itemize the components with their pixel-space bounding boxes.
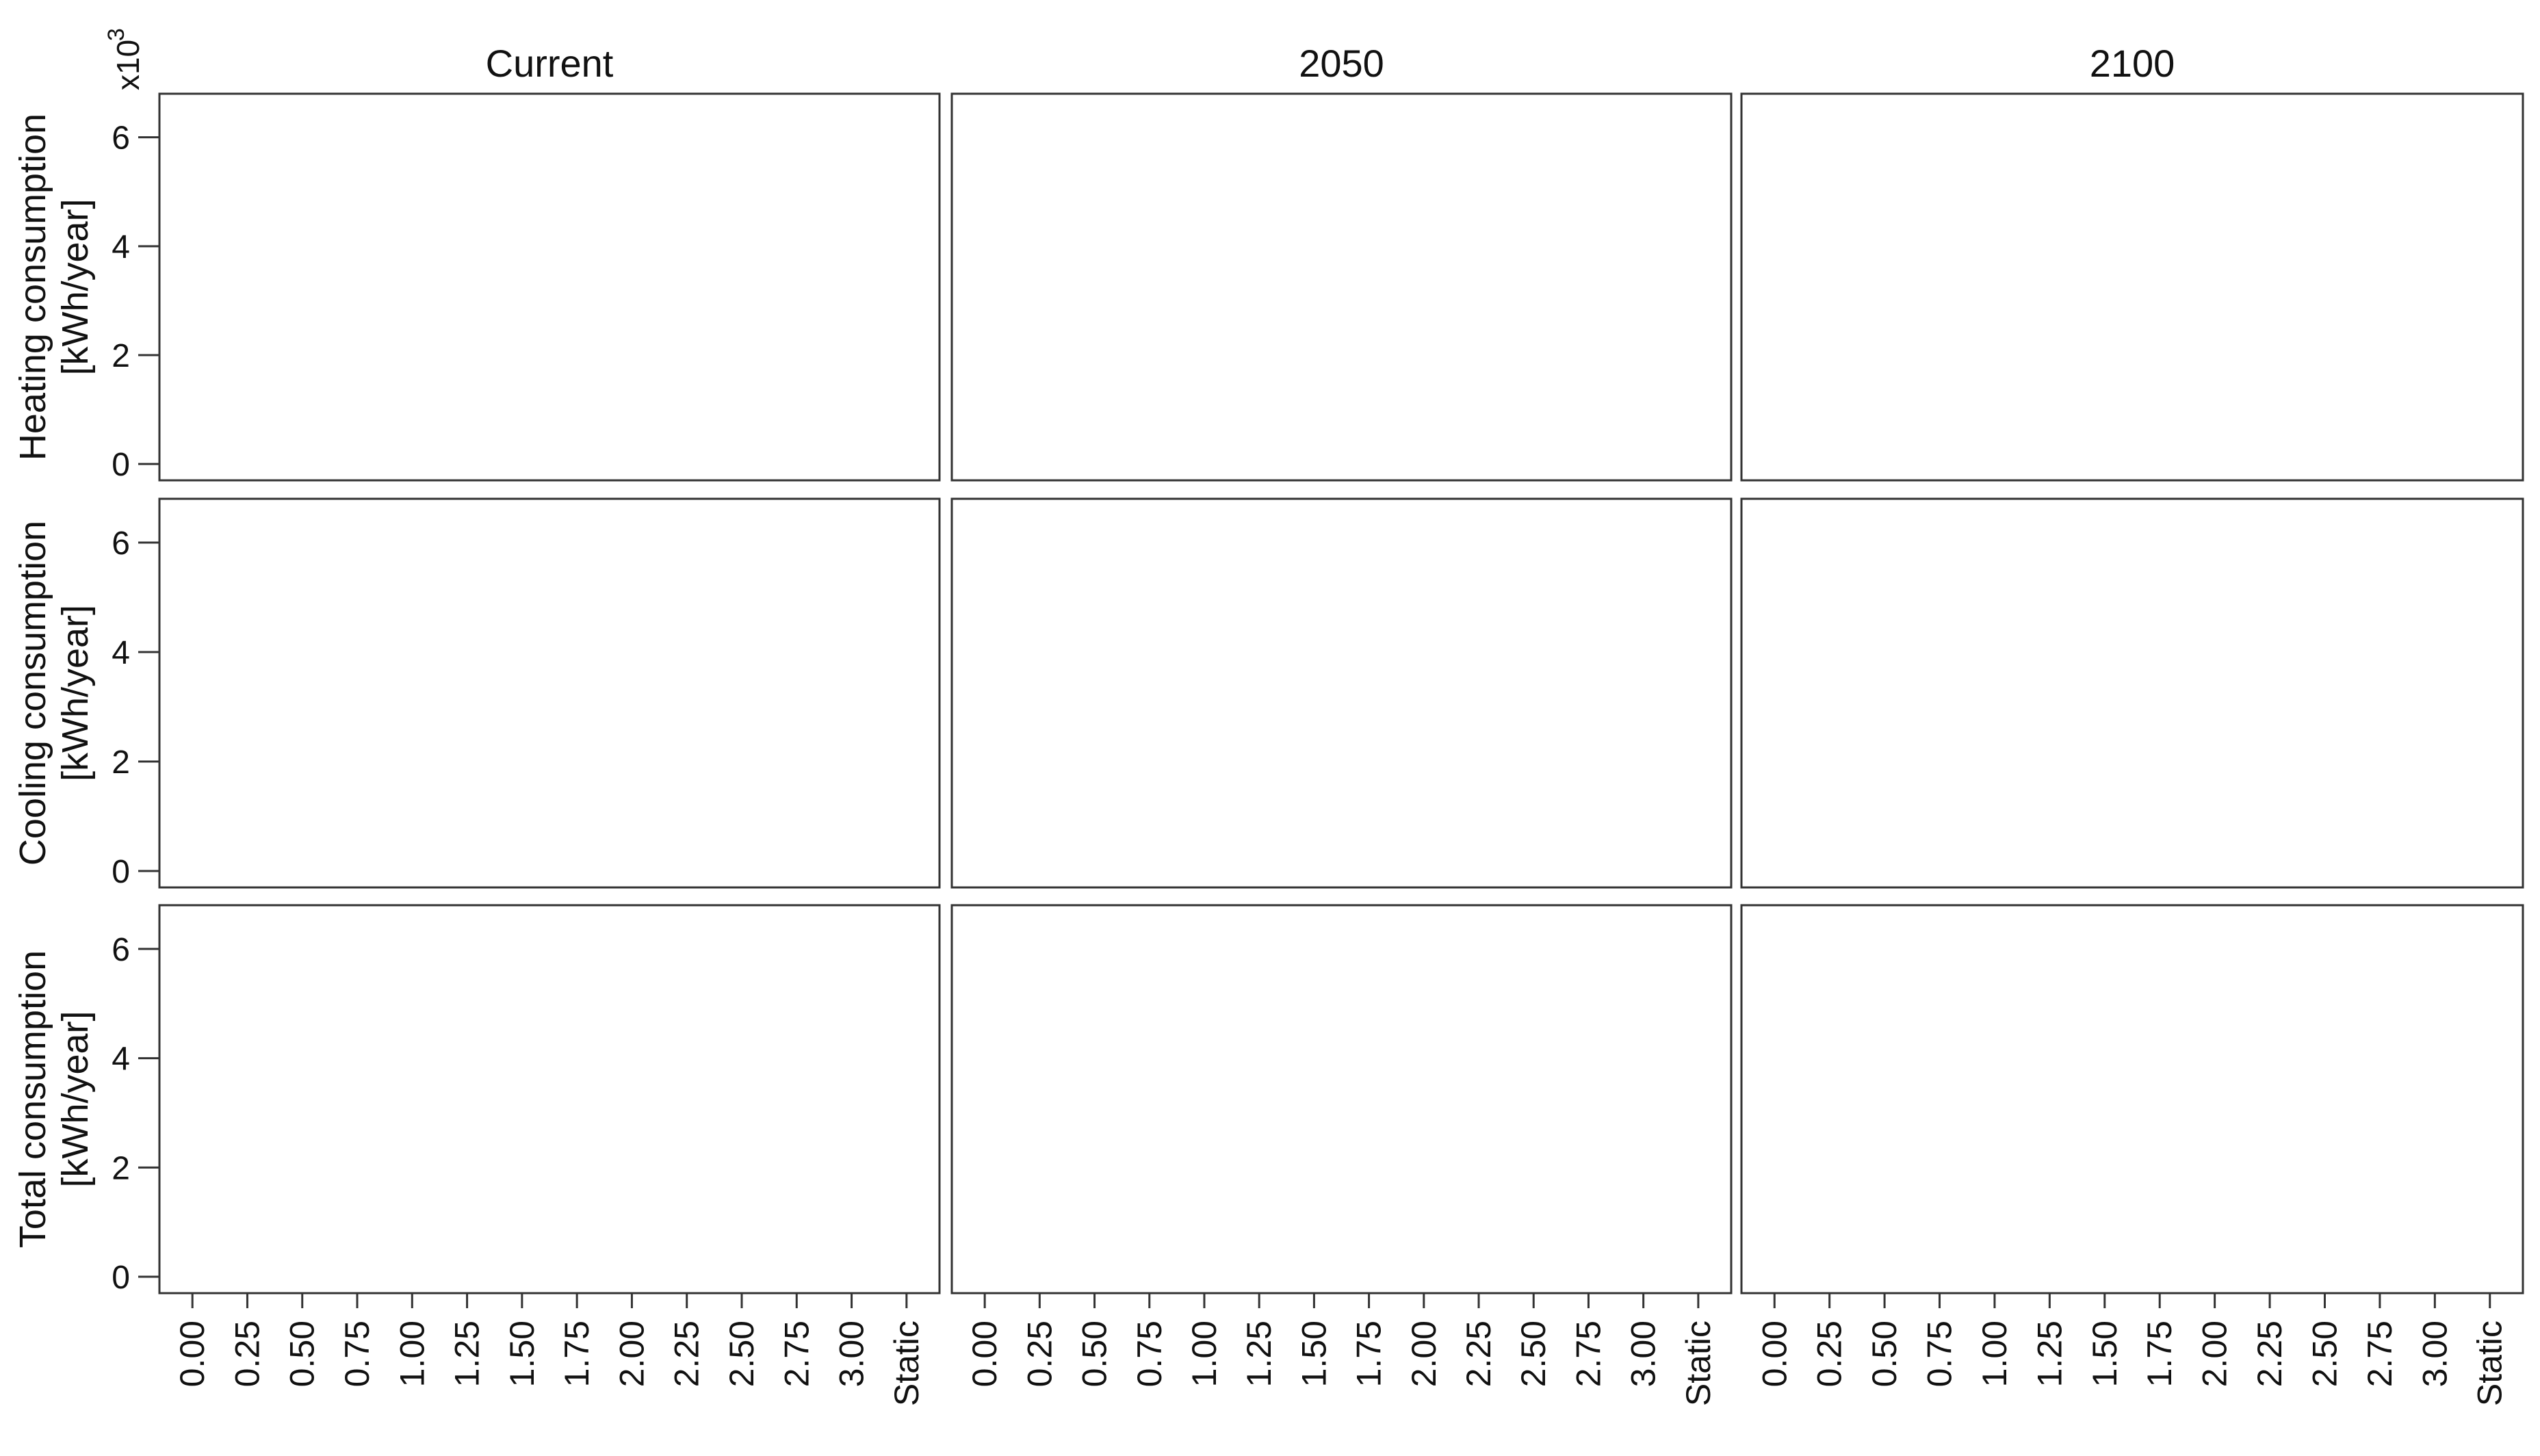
panel-border (950, 92, 1733, 482)
panel-border (1740, 904, 2524, 1295)
xtick-label: 2.00 (1405, 1321, 1443, 1387)
xtick-label: 1.75 (2140, 1321, 2179, 1387)
heating-ylabel-line2: [kWh/year] (55, 198, 96, 375)
panel-total-2100 (1740, 904, 2524, 1295)
panel-border (950, 904, 1733, 1295)
xtick-label: 1.25 (1240, 1321, 1278, 1387)
panel-border (158, 497, 941, 889)
panel-border (1740, 92, 2524, 482)
total-ytick-label: 4 (112, 1041, 130, 1078)
y-scale-base: x10 (110, 40, 146, 90)
cooling-ylabel-line2: [kWh/year] (55, 605, 96, 781)
panel-cooling-current (158, 497, 941, 889)
xtick-label: 2.50 (2305, 1321, 2344, 1387)
panel-border (158, 904, 941, 1295)
xtick-label: 0.75 (338, 1321, 376, 1387)
xtick-label: 2.00 (612, 1321, 651, 1387)
xtick-label: 2.25 (2251, 1321, 2289, 1387)
heating-ytick-label: 2 (112, 338, 130, 374)
total-ytick-label: 6 (112, 932, 130, 968)
xtick-label: 0.50 (1865, 1321, 1904, 1387)
facet-header-2050: 2050 (1299, 42, 1384, 85)
xtick-label: 3.00 (833, 1321, 871, 1387)
heating-ytick-label: 0 (112, 447, 130, 483)
facet-header-2100: 2100 (2090, 42, 2175, 85)
xtick-label: 2.25 (1460, 1321, 1498, 1387)
xtick-label: 1.00 (1185, 1321, 1223, 1387)
xtick-label: 3.00 (2415, 1321, 2454, 1387)
xtick-label: 2.75 (777, 1321, 816, 1387)
total-ytick-label: 0 (112, 1260, 130, 1296)
xtick-label: 2.25 (668, 1321, 706, 1387)
panel-heating-2100 (1740, 92, 2524, 482)
xtick-label: 1.00 (1975, 1321, 2014, 1387)
xtick-label: 0.25 (1811, 1321, 1849, 1387)
xtick-label: 1.50 (503, 1321, 541, 1387)
y-scale-exponent: 3 (103, 28, 129, 41)
xtick-label: 2.75 (1569, 1321, 1607, 1387)
panel-total-2050 (950, 904, 1733, 1295)
xtick-label: 2.75 (2361, 1321, 2399, 1387)
cooling-ytick-label: 2 (112, 744, 130, 781)
xtick-label: 2.50 (1514, 1321, 1553, 1387)
total-ylabel-line2: [kWh/year] (55, 1011, 96, 1187)
heating-ytick-label: 4 (112, 229, 130, 265)
cooling-ylabel-line1: Cooling consumption (12, 521, 53, 866)
xtick-label: 0.00 (1755, 1321, 1793, 1387)
heating-ylabel-line1: Heating consumption (12, 114, 53, 460)
xtick-label: 2.00 (2196, 1321, 2234, 1387)
xtick-label: Static (1679, 1321, 1718, 1406)
panel-heating-2050 (950, 92, 1733, 482)
cooling-ytick-label: 0 (112, 854, 130, 890)
xtick-label: 0.25 (228, 1321, 266, 1387)
total-ytick-label: 2 (112, 1150, 130, 1186)
xtick-label: 1.00 (393, 1321, 431, 1387)
xtick-label: 0.75 (1921, 1321, 1959, 1387)
panel-heating-current (158, 92, 941, 482)
xtick-label: Static (2471, 1321, 2509, 1406)
xtick-label: 1.75 (558, 1321, 596, 1387)
panel-border (950, 497, 1733, 889)
xtick-label: 0.25 (1020, 1321, 1059, 1387)
xtick-label: 1.50 (1295, 1321, 1333, 1387)
cooling-ytick-label: 6 (112, 525, 130, 562)
total-ylabel-line1: Total consumption (12, 950, 53, 1248)
xtick-label: 1.50 (2086, 1321, 2124, 1387)
panel-border (1740, 497, 2524, 889)
cooling-ytick-label: 4 (112, 635, 130, 671)
xtick-label: 1.25 (2030, 1321, 2069, 1387)
facet-header-current: Current (486, 42, 614, 85)
panel-border (158, 92, 941, 482)
xtick-label: 0.75 (1130, 1321, 1169, 1387)
xtick-label: 2.50 (723, 1321, 761, 1387)
panel-cooling-2100 (1740, 497, 2524, 889)
panel-total-current (158, 904, 941, 1295)
xtick-label: 0.00 (173, 1321, 211, 1387)
xtick-label: Static (887, 1321, 926, 1406)
xtick-label: 1.75 (1350, 1321, 1388, 1387)
xtick-label: 0.00 (966, 1321, 1004, 1387)
xtick-label: 3.00 (1624, 1321, 1663, 1387)
panel-cooling-2050 (950, 497, 1733, 889)
xtick-label: 0.50 (1076, 1321, 1114, 1387)
xtick-label: 0.50 (283, 1321, 322, 1387)
heating-ytick-label: 6 (112, 120, 130, 157)
xtick-label: 1.25 (448, 1321, 487, 1387)
